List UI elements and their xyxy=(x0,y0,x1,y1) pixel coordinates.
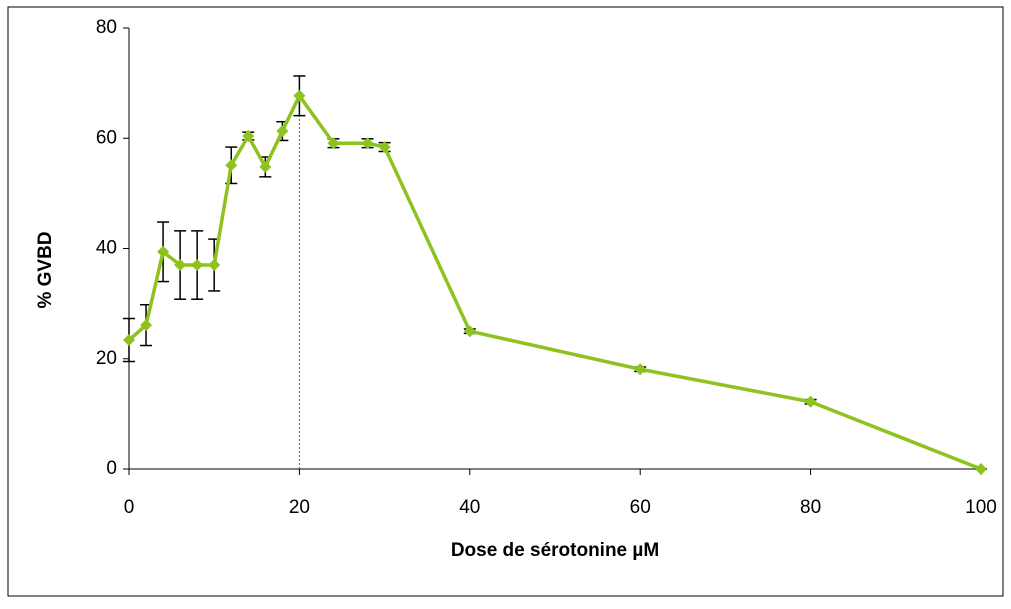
data-point xyxy=(975,463,987,475)
data-point xyxy=(293,89,306,102)
x-tick-label: 0 xyxy=(124,497,135,518)
data-point xyxy=(123,334,135,347)
y-tick-label: 40 xyxy=(96,238,117,259)
x-tick-label: 100 xyxy=(965,497,997,518)
y-tick-label: 80 xyxy=(96,17,117,38)
y-tick-label: 0 xyxy=(106,458,117,479)
y-axis-label: % GVBD xyxy=(35,231,56,308)
data-point xyxy=(361,137,374,150)
data-point xyxy=(276,125,289,138)
x-tick-label: 20 xyxy=(289,497,310,518)
x-tick-label: 40 xyxy=(459,497,480,518)
data-point xyxy=(208,259,221,272)
data-point xyxy=(378,141,391,154)
chart-border xyxy=(7,6,1004,597)
x-tick-label: 80 xyxy=(800,497,821,518)
data-point xyxy=(191,259,204,272)
x-tick-label: 60 xyxy=(630,497,651,518)
data-point xyxy=(259,160,272,173)
y-tick-label: 60 xyxy=(96,127,117,148)
y-tick-label: 20 xyxy=(96,348,117,369)
data-point xyxy=(225,159,238,172)
data-point xyxy=(174,259,187,272)
data-point xyxy=(157,245,170,258)
x-axis-label: Dose de sérotonine µM xyxy=(451,540,659,561)
data-point xyxy=(242,130,255,143)
data-point xyxy=(463,325,476,338)
data-point xyxy=(140,319,153,332)
data-point xyxy=(634,363,647,376)
data-point xyxy=(804,395,817,408)
data-point xyxy=(327,137,340,150)
